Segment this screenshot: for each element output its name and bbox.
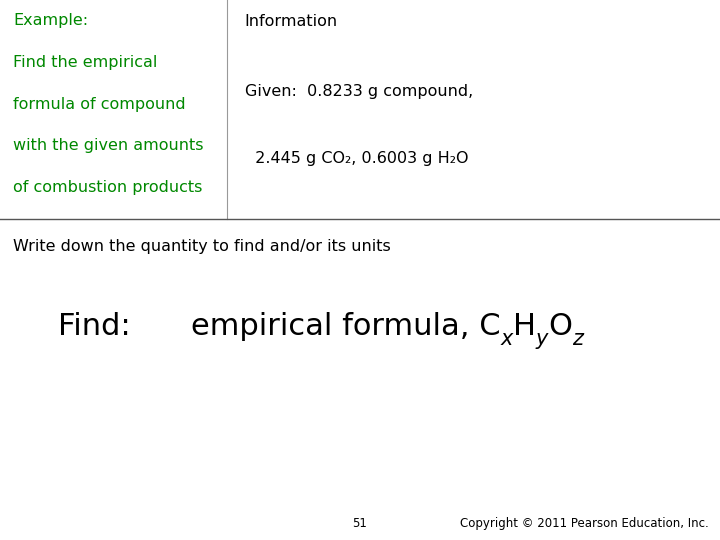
Text: Given:  0.8233 g compound,: Given: 0.8233 g compound, — [245, 84, 473, 99]
Text: Copyright © 2011 Pearson Education, Inc.: Copyright © 2011 Pearson Education, Inc. — [461, 517, 709, 530]
Text: O: O — [548, 312, 572, 341]
Text: Write down the quantity to find and/or its units: Write down the quantity to find and/or i… — [13, 239, 391, 254]
Text: Find:: Find: — [58, 312, 130, 341]
Text: x: x — [500, 329, 513, 349]
Text: H: H — [513, 312, 536, 341]
Text: with the given amounts: with the given amounts — [13, 138, 204, 153]
Text: y: y — [536, 329, 548, 349]
Text: empirical formula, C: empirical formula, C — [191, 312, 500, 341]
Text: 2.445 g CO₂, 0.6003 g H₂O: 2.445 g CO₂, 0.6003 g H₂O — [245, 151, 468, 166]
Text: 51: 51 — [353, 517, 367, 530]
Text: z: z — [572, 329, 583, 349]
Text: formula of compound: formula of compound — [13, 97, 186, 112]
Text: Find the empirical: Find the empirical — [13, 55, 158, 70]
Text: Information: Information — [245, 14, 338, 29]
Text: of combustion products: of combustion products — [13, 180, 202, 195]
Text: Example:: Example: — [13, 14, 88, 29]
